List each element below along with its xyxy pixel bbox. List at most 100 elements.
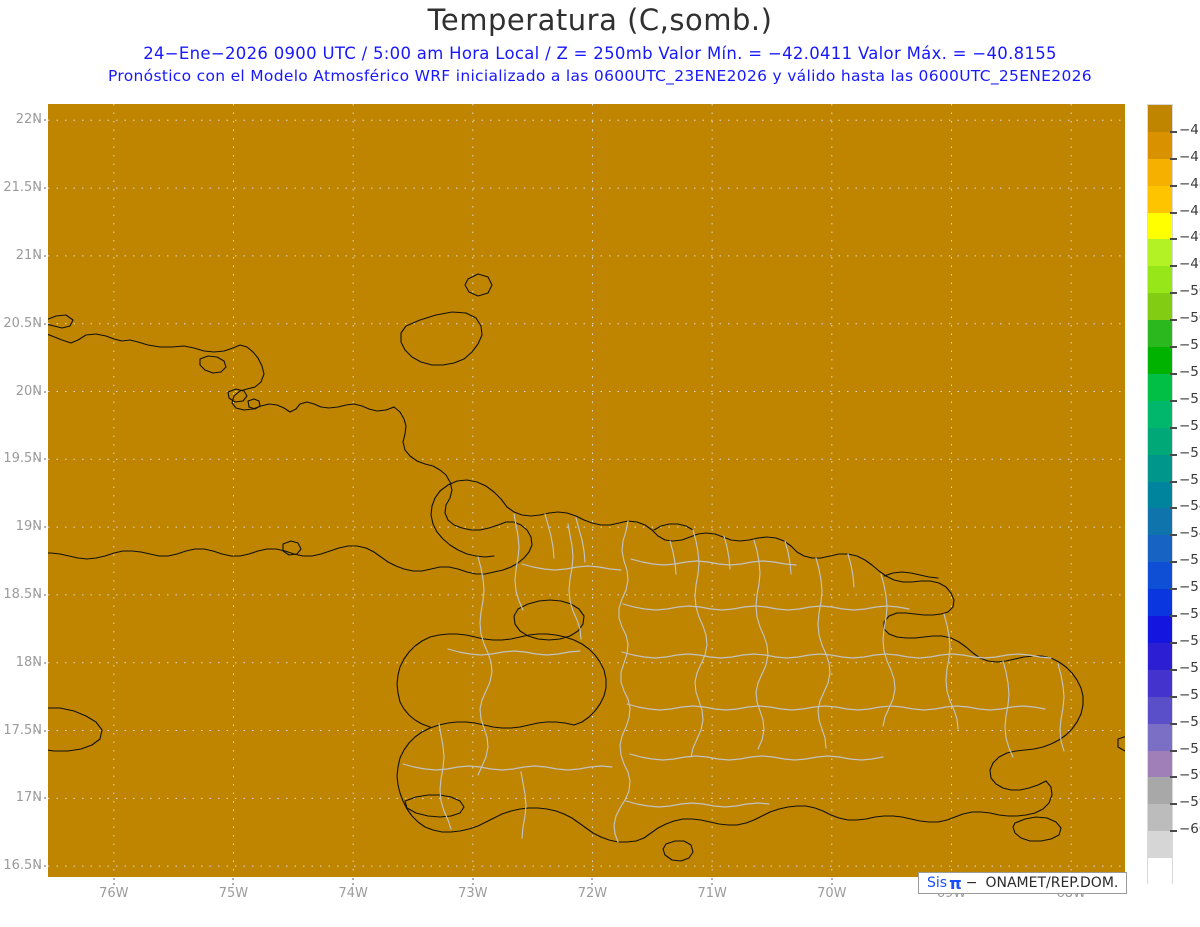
colorbar-tick-mark [1170,615,1177,618]
x-axis-tick-mark [352,883,355,885]
y-axis-tick-mark [39,729,41,732]
colorbar-band [1148,777,1172,805]
colorbar-tick-label: −52 [1179,390,1200,407]
y-axis-tick-mark [34,729,36,732]
y-axis-tick-mark [34,526,36,529]
province-border-18 [784,540,792,575]
y-axis-tick-label: 19.5N [3,451,42,467]
colorbar-tick-label: −49.5 [1179,256,1200,273]
province-border-group [402,513,1065,843]
haiti-northwest-peninsula [430,490,495,558]
colorbar-band [1148,185,1172,214]
haiti-dept-border-4 [521,563,622,571]
x-axis-tick-mark [711,883,714,885]
province-border-1 [690,529,708,758]
colorbar-tick-label: −58 [1179,713,1200,730]
province-border-2 [753,539,769,750]
colorbar-tick-label: −47 [1179,121,1200,138]
small-east-islet [1117,736,1125,752]
colorbar-tick-label: −51 [1179,337,1200,354]
colorbar-legend[interactable]: −47 −47.5 −48 −48.5 −49 −49.5 −50 −50.5 −51 −51.5… [1142,100,1200,890]
y-axis-tick-label: 21.5N [3,180,42,196]
cuba-north-coast [48,314,395,413]
map-plot-area[interactable] [48,104,1125,877]
jamaica-island [48,707,103,752]
colorbar-tick-mark [1170,668,1177,671]
colorbar-tick-mark [1170,265,1177,268]
colorbar-band [1148,750,1172,778]
colorbar-tick-label: −59 [1179,767,1200,784]
colorbar-tick-mark [1170,184,1177,187]
colorbar-band [1148,320,1172,348]
colorbar-band [1148,589,1172,617]
y-axis-tick-label: 19N [15,519,42,535]
colorbar-band [1148,158,1172,187]
colorbar-tick-mark [1170,776,1177,779]
separator-dash: − [965,875,978,891]
y-axis-tick-mark [44,390,46,393]
colorbar-tick-label: −56.5 [1179,632,1200,649]
colorbar-tick-mark [1170,238,1177,241]
colorbar-band [1148,373,1172,402]
isla-beata [662,840,694,862]
colorbar-band [1148,642,1172,671]
colorbar-tick-mark [1170,507,1177,510]
y-axis-tick-label: 18.5N [3,586,42,602]
y-axis-tick-mark [44,187,46,190]
colorbar-band [1148,212,1172,240]
x-axis-tick-label: 71W [697,886,727,901]
colorbar-tick-label: −50.5 [1179,310,1200,327]
y-axis-tick-label: 20.5N [3,315,42,331]
y-axis-tick-mark [44,797,46,800]
gonave-island [513,599,585,641]
x-axis-tick-mark [112,883,115,885]
colorbar-tick-mark [1170,453,1177,456]
y-axis-tick-mark [39,661,41,664]
y-axis-tick-label: 22N [15,112,42,128]
province-border-11 [626,703,1046,711]
haiti-dept-border-8 [438,723,452,830]
province-border-10 [621,651,1052,659]
y-axis-tick-label: 17.5N [3,722,42,738]
haiti-south-peninsula-coast [396,721,602,838]
haiti-dept-border-3 [477,556,493,776]
coastline-group [48,273,1125,862]
colorbar-band [1148,131,1172,160]
colorbar-tick-label: −55.5 [1179,579,1200,596]
province-border-13 [625,800,770,808]
x-axis-tick-mark [591,878,594,880]
colorbar-tick-label: −59.5 [1179,794,1200,811]
y-axis-tick-mark [44,254,46,257]
y-axis-tick-mark [34,119,36,122]
y-axis-tick-label: 21N [15,247,42,263]
colorbar-tick-mark [1170,803,1177,806]
colorbar-band [1148,105,1172,133]
colorbar-band [1148,427,1172,456]
colorbar-tick-mark [1170,130,1177,133]
colorbar-band [1148,804,1172,832]
colorbar-tick-mark [1170,319,1177,322]
little-inagua-island [464,273,493,297]
colorbar-tick-label: −47.5 [1179,148,1200,165]
x-axis-tick-label: 70W [817,886,847,901]
y-axis-tick-mark [39,390,41,393]
colorbar-band [1148,535,1172,563]
province-border-5 [943,613,959,730]
y-axis-tick-mark [34,865,36,868]
province-border-9 [622,603,910,611]
y-axis-tick-mark [39,187,41,190]
y-axis-tick-mark [39,254,41,257]
colorbar-tick-mark [1170,372,1177,375]
colorbar-tick-label: −54.5 [1179,525,1200,542]
colorbar-tick-label: −58.5 [1179,740,1200,757]
colorbar-tick-mark [1170,346,1177,349]
haiti-dept-border-6 [402,763,613,771]
province-border-14 [544,513,555,559]
province-border-16 [669,540,677,575]
dominican-republic-northeast-coast [883,575,1084,791]
y-axis-tick-mark [34,254,36,257]
haiti-dept-border-7 [520,771,527,839]
colorbar-tick-mark [1170,830,1177,833]
colorbar-gradient [1147,104,1173,886]
colorbar-band [1148,400,1172,429]
